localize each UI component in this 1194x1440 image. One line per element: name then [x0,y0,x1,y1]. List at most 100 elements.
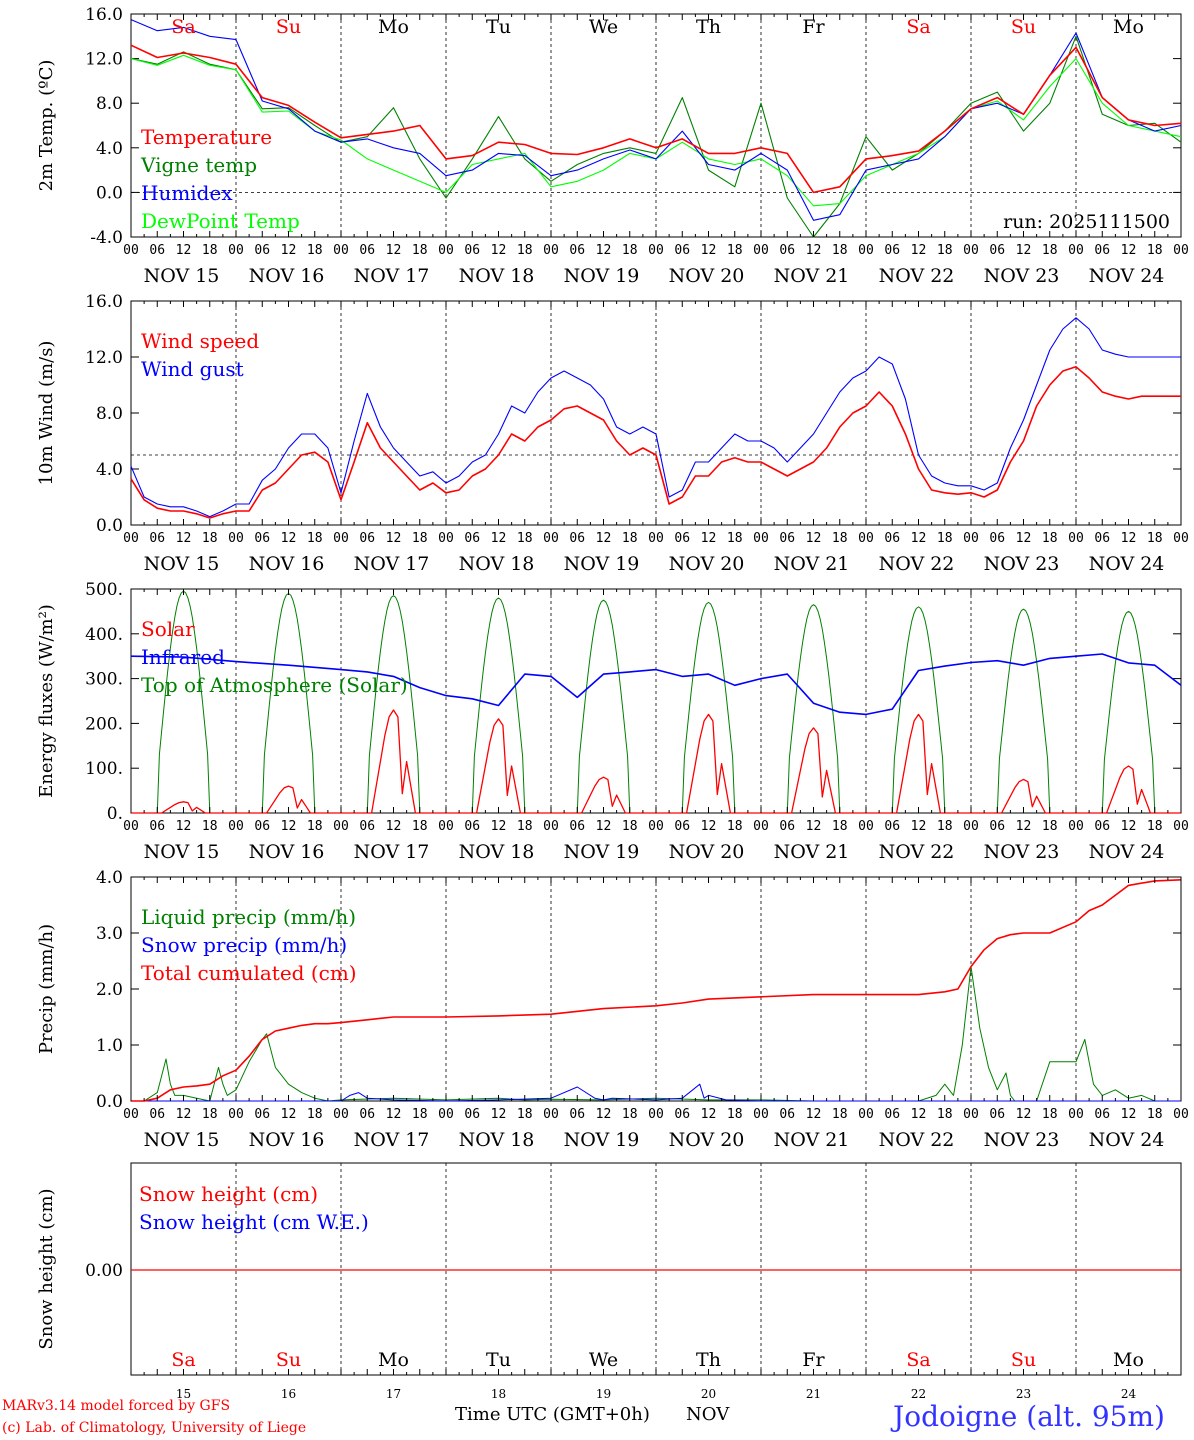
hour-tick-label: 00 [858,819,874,834]
date-label: NOV 20 [669,265,745,287]
hour-tick-label: 06 [884,531,900,546]
y-tick-label: 400. [85,625,123,645]
legend-entry: Solar [141,617,195,641]
hour-tick-label: 06 [359,531,375,546]
hour-tick-label: 12 [701,243,717,258]
hour-tick-label: 00 [1173,819,1189,834]
y-tick-label: 4.0 [96,868,123,888]
weekday-label: Sa [906,1349,930,1371]
date-label: NOV 22 [879,1129,955,1151]
hour-tick-label: 12 [1121,531,1137,546]
date-label: NOV 15 [144,265,220,287]
legend-entry: Snow precip (mm/h) [141,933,347,957]
date-label: NOV 20 [669,1129,745,1151]
hour-tick-label: 18 [1042,243,1058,258]
y-tick-label: 8.0 [96,94,123,114]
hour-tick-label: 00 [1068,819,1084,834]
hour-tick-label: 06 [674,531,690,546]
hour-tick-label: 18 [1147,819,1163,834]
hour-tick-label: 18 [517,819,533,834]
hour-tick-label: 12 [1121,819,1137,834]
hour-tick-label: 06 [254,531,270,546]
date-label: NOV 18 [459,841,535,863]
x-axis-label: Time UTC (GMT+0h) [455,1404,650,1425]
hour-tick-label: 00 [543,531,559,546]
hour-tick-label: 06 [569,1107,585,1122]
hour-tick-label: 00 [228,819,244,834]
hour-tick-label: 12 [596,819,612,834]
y-tick-label: 4.0 [96,139,123,159]
hour-tick-label: 18 [412,243,428,258]
hour-tick-label: 06 [989,819,1005,834]
hour-tick-label: 12 [176,531,192,546]
hour-tick-label: 06 [359,1107,375,1122]
hour-tick-label: 12 [806,531,822,546]
copyright: (c) Lab. of Climatology, University of L… [2,1420,307,1436]
series-total-cumulated-cm- [131,879,1182,1102]
hour-tick-label: 18 [832,531,848,546]
day-number-label: 21 [806,1387,821,1401]
date-label: NOV 24 [1089,841,1165,863]
date-label: NOV 23 [984,265,1060,287]
hour-tick-label: 00 [753,531,769,546]
weekday-label: Fr [802,1349,825,1371]
hour-tick-label: 00 [648,531,664,546]
weekday-label: Tu [486,16,511,38]
legend-entry: Wind gust [141,357,244,381]
hour-tick-label: 00 [963,1107,979,1122]
weekday-label: Mo [1113,16,1144,38]
weekday-label: Sa [171,1349,195,1371]
hour-tick-label: 00 [438,531,454,546]
date-label: NOV 17 [354,841,430,863]
date-label: NOV 15 [144,841,220,863]
date-label: NOV 17 [354,265,430,287]
date-label: NOV 21 [774,553,850,575]
day-number-label: 24 [1121,1387,1137,1401]
date-label: NOV 17 [354,553,430,575]
hour-tick-label: 12 [911,531,927,546]
weekday-label: Th [696,1349,721,1371]
hour-tick-label: 06 [569,819,585,834]
hour-tick-label: 00 [123,531,139,546]
hour-tick-label: 18 [1147,1107,1163,1122]
hour-tick-label: 06 [674,243,690,258]
legend-entry: DewPoint Temp [141,209,300,233]
hour-tick-label: 00 [333,243,349,258]
y-tick-label: 300. [85,670,123,690]
date-label: NOV 16 [249,841,325,863]
date-label: NOV 19 [564,1129,640,1151]
hour-tick-label: 18 [622,1107,638,1122]
hour-tick-label: 12 [491,819,507,834]
hour-tick-label: 18 [727,243,743,258]
y-tick-label: 0.0 [96,1092,123,1112]
legend-entry: Liquid precip (mm/h) [141,905,356,929]
hour-tick-label: 12 [806,243,822,258]
hour-tick-label: 12 [176,243,192,258]
hour-tick-label: 00 [123,243,139,258]
hour-tick-label: 12 [176,1107,192,1122]
hour-tick-label: 00 [543,1107,559,1122]
hour-tick-label: 18 [202,531,218,546]
day-number-label: 23 [1016,1387,1031,1401]
hour-tick-label: 18 [202,819,218,834]
hour-tick-label: 06 [254,819,270,834]
date-label: NOV 18 [459,1129,535,1151]
hour-tick-label: 12 [386,531,402,546]
hour-tick-label: 06 [674,819,690,834]
hour-tick-label: 00 [438,1107,454,1122]
hour-tick-label: 18 [412,531,428,546]
weekday-label: We [589,16,618,38]
hour-tick-label: 18 [202,243,218,258]
series-temperature [130,44,1182,194]
y-axis-label: 2m Temp. (ºC) [36,60,57,192]
hour-tick-label: 06 [884,243,900,258]
date-label: NOV 21 [774,265,850,287]
hour-tick-label: 12 [806,1107,822,1122]
hour-tick-label: 12 [386,1107,402,1122]
legend-entry: Total cumulated (cm) [141,961,357,985]
weekday-label: Sa [906,16,930,38]
location-label: Jodoigne (alt. 95m) [893,1400,1165,1433]
series-vigne-temp [130,35,1182,238]
hour-tick-label: 00 [753,1107,769,1122]
